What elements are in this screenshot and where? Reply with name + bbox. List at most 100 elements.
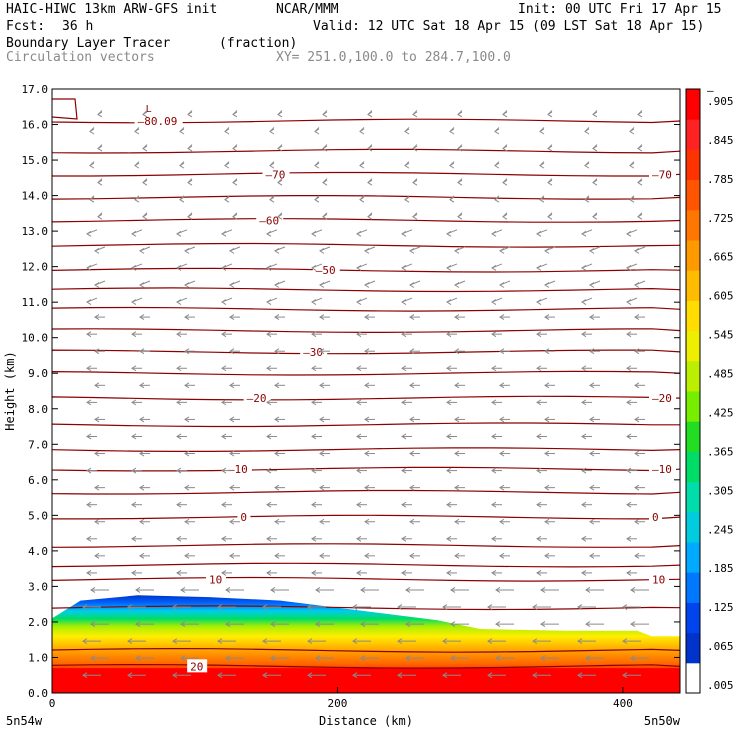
- vector-arrowhead: [581, 569, 587, 576]
- vector-arrowhead: [134, 162, 140, 169]
- vector-arrowhead: [491, 535, 497, 542]
- vector-arrowhead: [172, 604, 178, 610]
- vector-arrowhead: [315, 655, 321, 662]
- vector-arrowhead: [502, 145, 508, 152]
- vector-arrowhead: [229, 247, 235, 254]
- vector-arrowhead: [536, 569, 542, 576]
- vector-arrowhead: [322, 145, 328, 152]
- vector-arrowhead: [401, 569, 407, 576]
- vector-arrowhead: [356, 433, 362, 440]
- colorbar-label: .905: [707, 95, 734, 108]
- vector-arrowhead: [495, 655, 501, 662]
- vector-arrowhead: [356, 535, 362, 542]
- vector-arrowhead: [401, 535, 407, 542]
- vector-arrowhead: [491, 299, 497, 305]
- vector-arrowhead: [356, 467, 362, 474]
- vector-arrowhead: [637, 145, 643, 152]
- vector-arrowhead: [184, 314, 190, 321]
- vector-arrowhead: [229, 348, 235, 355]
- vector-arrowhead: [89, 196, 95, 203]
- vector-arrowhead: [142, 213, 148, 220]
- vector-arrowhead: [442, 672, 448, 679]
- vector-arrowhead: [221, 299, 227, 305]
- vector-arrowhead: [626, 299, 632, 305]
- vector-arrowhead: [94, 484, 100, 491]
- vector-arrowhead: [405, 621, 411, 627]
- vector-arrowhead: [274, 282, 280, 288]
- vector-arrowhead: [634, 348, 640, 355]
- vector-arrowhead: [139, 484, 145, 491]
- contour-label: 0: [652, 511, 659, 524]
- vector-arrowhead: [547, 145, 553, 152]
- vector-arrowhead: [626, 230, 632, 237]
- vector-arrowhead: [589, 552, 595, 559]
- vector-arrowhead: [94, 282, 100, 288]
- vector-arrowhead: [539, 162, 545, 169]
- vector-arrowhead: [176, 433, 182, 440]
- vector-arrowhead: [405, 587, 411, 593]
- contour-line: [52, 422, 680, 428]
- contour-label-background: [237, 510, 251, 524]
- vector-arrowhead: [581, 299, 587, 305]
- vector-arrowhead: [622, 638, 628, 645]
- vector-arrowhead: [86, 331, 92, 338]
- vector-arrowhead: [187, 145, 193, 152]
- vector-arrowhead: [274, 247, 280, 254]
- vector-arrowhead: [581, 535, 587, 542]
- vector-arrowhead: [544, 382, 550, 389]
- contour-line: [52, 195, 680, 200]
- vector-arrowhead: [176, 399, 182, 406]
- vector-arrowhead: [179, 196, 185, 203]
- contour-line: [52, 605, 680, 611]
- vector-arrowhead: [487, 672, 493, 679]
- vector-arrowhead: [446, 501, 452, 508]
- vector-arrowhead: [90, 655, 96, 662]
- vector-arrowhead: [319, 247, 325, 254]
- vector-arrowhead: [629, 162, 635, 169]
- vector-arrowhead: [457, 111, 463, 118]
- vector-arrowhead: [356, 399, 362, 406]
- vector-arrowhead: [491, 365, 497, 372]
- x-tick-label: 400: [613, 697, 633, 710]
- vector-arrowhead: [86, 299, 92, 305]
- vector-arrowhead: [184, 518, 190, 525]
- vector-arrowhead: [581, 265, 587, 271]
- vector-arrowhead: [82, 638, 88, 645]
- colorbar-swatch: [686, 300, 700, 332]
- vector-arrowhead: [454, 450, 460, 457]
- y-tick-label: 8.0: [28, 403, 48, 416]
- init-time: Init: 00 UTC Fri 17 Apr 15: [518, 2, 722, 17]
- colorbar-swatch: [686, 89, 700, 120]
- vector-arrowhead: [176, 365, 182, 372]
- vector-arrowhead: [409, 518, 415, 525]
- y-tick-label: 1.0: [28, 651, 48, 664]
- vector-arrowhead: [232, 179, 238, 186]
- vector-arrowhead: [359, 162, 365, 169]
- vector-arrowhead: [364, 282, 370, 288]
- vector-arrowhead: [221, 265, 227, 271]
- vector-arrowhead: [409, 416, 415, 423]
- low-marker: L: [146, 104, 152, 115]
- vector-arrowhead: [449, 196, 455, 203]
- valid-time: Valid: 12 UTC Sat 18 Apr 15 (09 LST Sat …: [313, 19, 705, 34]
- vector-arrowhead: [364, 450, 370, 457]
- vector-arrowhead: [536, 331, 542, 338]
- y-axis-label: Height (km): [3, 351, 17, 430]
- contour-label-background: [649, 510, 662, 524]
- vector-arrowhead: [131, 501, 137, 508]
- contour-label-background: [649, 462, 676, 476]
- vector-arrowhead: [176, 331, 182, 338]
- colorbar: .005 .065 .125 .185 .245 .305 .365 .425 .485 .545…: [685, 84, 734, 694]
- vector-arrowhead: [266, 365, 272, 372]
- vector-arrowhead: [311, 569, 317, 576]
- vector-arrowhead: [581, 331, 587, 338]
- vector-arrowhead: [397, 604, 403, 610]
- vector-arrowhead: [404, 196, 410, 203]
- vector-arrowhead: [364, 552, 370, 559]
- vector-arrowhead: [446, 569, 452, 576]
- vector-arrowhead: [187, 213, 193, 220]
- vector-arrowhead: [139, 348, 145, 355]
- vector-arrowhead: [584, 162, 590, 169]
- vector-arrowhead: [139, 450, 145, 457]
- vector-arrowhead: [446, 331, 452, 338]
